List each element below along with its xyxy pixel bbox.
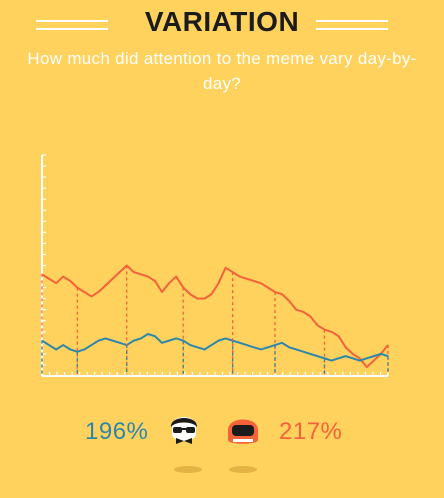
series-1-point bbox=[246, 278, 248, 280]
series-2-point bbox=[189, 344, 191, 346]
series-2-point bbox=[260, 348, 262, 350]
series-1-point bbox=[338, 335, 340, 337]
page-subtitle: How much did attention to the meme vary … bbox=[27, 49, 417, 93]
series-2-point bbox=[90, 344, 92, 346]
series-2-point bbox=[48, 344, 50, 346]
series-1-point bbox=[253, 280, 255, 282]
series-1-point bbox=[140, 273, 142, 275]
series-2-point bbox=[331, 360, 333, 362]
series-1-point bbox=[352, 353, 354, 355]
series-2-point bbox=[168, 340, 170, 342]
series-line-1 bbox=[41, 264, 389, 369]
series-2-point bbox=[175, 337, 177, 339]
series-1-point bbox=[83, 291, 85, 293]
series-2-point bbox=[316, 355, 318, 357]
series-1-point bbox=[189, 293, 191, 295]
series-2-point bbox=[288, 346, 290, 348]
series-1-point bbox=[154, 280, 156, 282]
series-1-point bbox=[175, 276, 177, 278]
series-1-point bbox=[225, 267, 227, 269]
series-2-point bbox=[380, 353, 382, 355]
series-2-point bbox=[225, 337, 227, 339]
series-1-point bbox=[295, 309, 297, 311]
series-2-point bbox=[97, 340, 99, 342]
series-2-point bbox=[112, 340, 114, 342]
series-2-point bbox=[83, 348, 85, 350]
series-1-point bbox=[119, 271, 121, 273]
series-1-point bbox=[373, 360, 375, 362]
page-title: VARIATION bbox=[144, 6, 300, 37]
series-1-point bbox=[218, 282, 220, 284]
helmet-face-icon bbox=[228, 419, 258, 444]
series-1-point bbox=[239, 276, 241, 278]
series-2-point bbox=[147, 333, 149, 335]
series-1-point bbox=[260, 282, 262, 284]
series-1-point bbox=[309, 315, 311, 317]
series-1-point bbox=[69, 280, 71, 282]
series-1-point bbox=[62, 276, 64, 278]
series-2-point bbox=[366, 357, 368, 359]
series-2-point bbox=[119, 342, 121, 344]
series-1-point bbox=[55, 282, 57, 284]
series-1-point bbox=[359, 357, 361, 359]
series-line-2 bbox=[41, 333, 389, 362]
series-1-point bbox=[210, 293, 212, 295]
series-1-point bbox=[168, 282, 170, 284]
helmet-shadow bbox=[229, 466, 257, 473]
series-1-point bbox=[302, 311, 304, 313]
series-2-point bbox=[55, 348, 57, 350]
series-1-point bbox=[90, 295, 92, 297]
blue-percent: 196% bbox=[85, 418, 149, 445]
series-2-point bbox=[105, 337, 107, 339]
series-2-point bbox=[239, 342, 241, 344]
hipster-face-icon bbox=[170, 417, 198, 444]
series-1-point bbox=[112, 278, 114, 280]
series-1-point bbox=[316, 324, 318, 326]
series-1-point bbox=[288, 300, 290, 302]
series-2-point bbox=[154, 335, 156, 337]
series-1-point bbox=[331, 331, 333, 333]
title-rule-left bbox=[36, 20, 108, 30]
series-2-point bbox=[161, 342, 163, 344]
series-2-point bbox=[133, 340, 135, 342]
series-1-point bbox=[105, 284, 107, 286]
series-2-point bbox=[338, 357, 340, 359]
series-2-point bbox=[345, 355, 347, 357]
series-2-point bbox=[281, 342, 283, 344]
series-2-point bbox=[253, 346, 255, 348]
orange-percent: 217% bbox=[279, 418, 343, 445]
series-2-point bbox=[203, 348, 205, 350]
series-2-point bbox=[302, 351, 304, 353]
series-1-point bbox=[147, 276, 149, 278]
series-2-point bbox=[210, 344, 212, 346]
series-2-point bbox=[140, 337, 142, 339]
series-2-point bbox=[359, 360, 361, 362]
series-1-point bbox=[196, 298, 198, 300]
series-2-point bbox=[267, 346, 269, 348]
series-1-point bbox=[97, 291, 99, 293]
series-2-point bbox=[295, 348, 297, 350]
series-1-point bbox=[345, 346, 347, 348]
series-2-point bbox=[246, 344, 248, 346]
series-2-point bbox=[196, 346, 198, 348]
series-2-point bbox=[62, 344, 64, 346]
series-1-point bbox=[366, 366, 368, 368]
series-1-point bbox=[267, 287, 269, 289]
series-2-point bbox=[218, 340, 220, 342]
series-2-point bbox=[373, 355, 375, 357]
series-1-point bbox=[133, 271, 135, 273]
series-1-point bbox=[281, 293, 283, 295]
series-1-point bbox=[48, 278, 50, 280]
series-2-point bbox=[69, 348, 71, 350]
series-1-point bbox=[203, 298, 205, 300]
series-2-point bbox=[309, 353, 311, 355]
series-2-point bbox=[352, 357, 354, 359]
title-rule-right bbox=[316, 20, 388, 30]
hipster-shadow bbox=[174, 466, 202, 473]
series-1-point bbox=[161, 291, 163, 293]
